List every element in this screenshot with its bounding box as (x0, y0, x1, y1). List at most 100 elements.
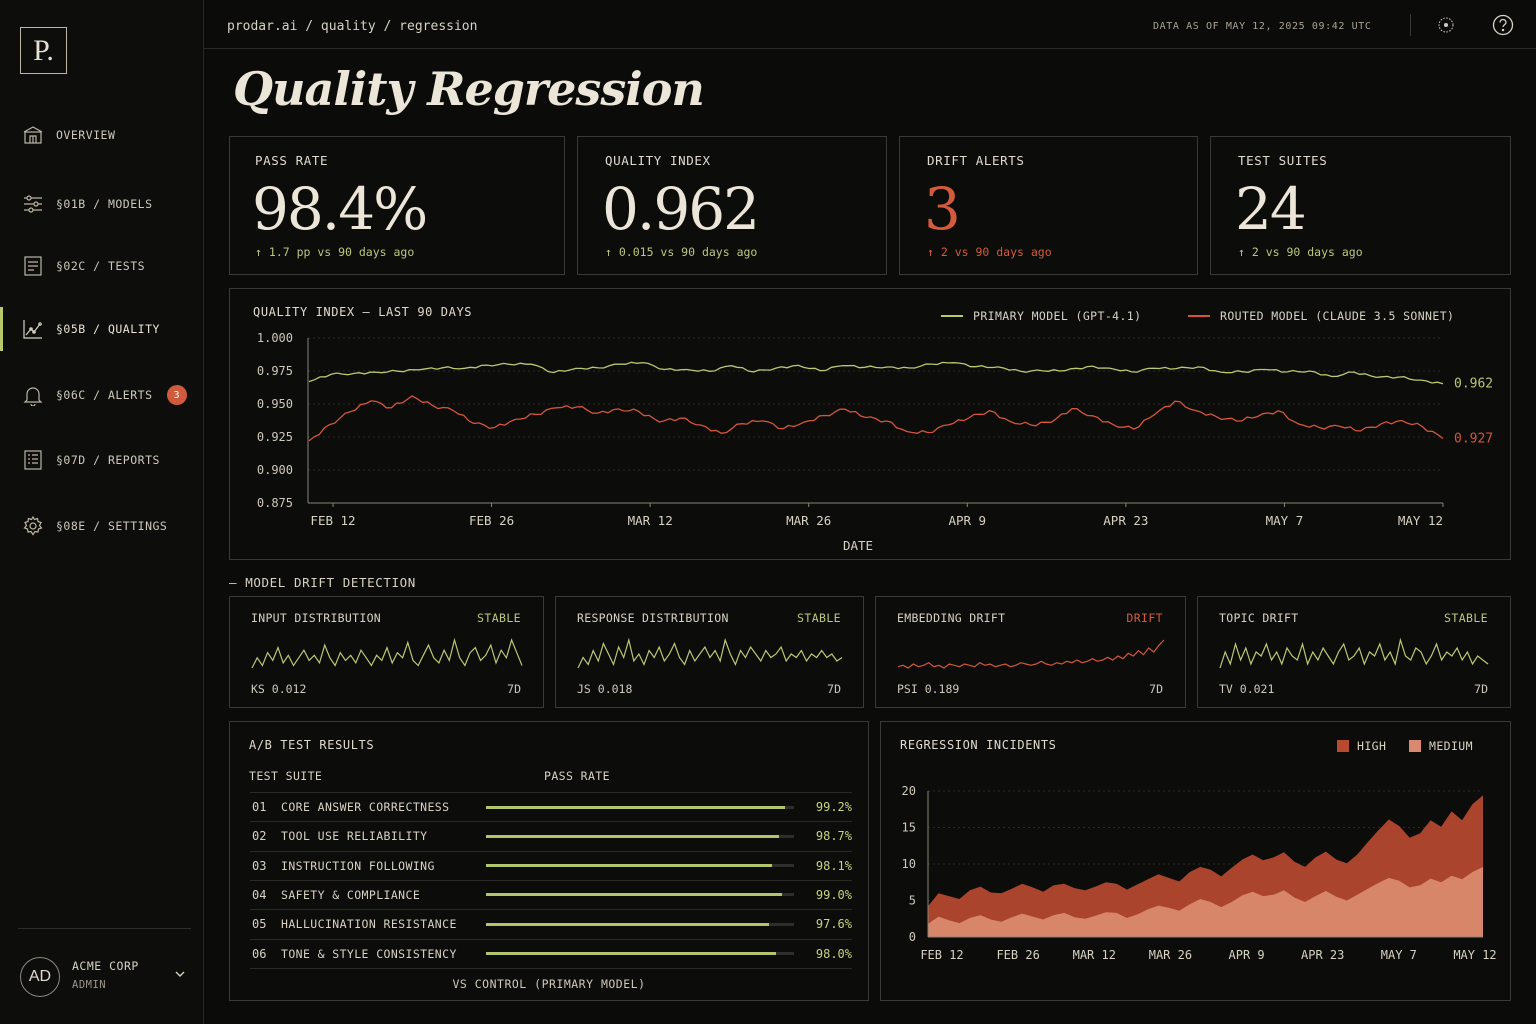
y-tick-label: 0.950 (257, 397, 293, 411)
panel-title: A/B TEST RESULTS (249, 738, 375, 752)
drift-period: 7D (1149, 682, 1163, 696)
drift-card-input[interactable]: INPUT DISTRIBUTION STABLE KS 0.012 7D (229, 596, 544, 708)
help-icon[interactable] (1492, 14, 1514, 39)
primary-model-line (308, 361, 1444, 385)
kpi-delta-text: 1.7 pp vs 90 days ago (268, 245, 415, 259)
table-row[interactable]: 02 TOOL USE RELIABILITY 98.7% (250, 821, 852, 850)
sidebar-item-label: OVERVIEW (56, 128, 116, 142)
sidebar-item-label: §08E / SETTINGS (56, 519, 168, 533)
sidebar-item-label: §05B / QUALITY (56, 322, 160, 336)
pass-rate-value: 98.1% (815, 858, 852, 873)
drift-metric: JS 0.018 (577, 682, 633, 696)
report-icon (22, 449, 44, 471)
kpi-label: PASS RATE (255, 153, 329, 168)
arrow-up-icon: ↑ (255, 245, 262, 259)
sidebar-item-label: §02C / TESTS (56, 259, 146, 273)
ab-footer: VS CONTROL (PRIMARY MODEL) (452, 977, 646, 991)
drift-card-embedding[interactable]: EMBEDDING DRIFT DRIFT PSI 0.189 7D (875, 596, 1186, 708)
x-tick-label: FEB 26 (469, 513, 514, 528)
routed-model-line (308, 395, 1444, 442)
pass-rate-value: 98.0% (815, 946, 852, 961)
sidebar-item-label: §01B / MODELS (56, 197, 153, 211)
kpi-delta: ↑ 0.015 vs 90 days ago (605, 245, 757, 259)
logo[interactable]: P. (20, 27, 67, 74)
x-tick-label: MAR 12 (628, 513, 673, 528)
chart-title: REGRESSION INCIDENTS (900, 738, 1057, 752)
quality-index-chart-panel: QUALITY INDEX – LAST 90 DAYS PRIMARY MOD… (229, 288, 1511, 560)
medium-area (928, 866, 1483, 937)
arrow-up-icon: ↑ (605, 245, 612, 259)
pass-rate-bar (486, 805, 794, 809)
x-tick-label: MAR 12 (1073, 948, 1116, 962)
pass-rate-fill (486, 834, 779, 838)
chevron-down-icon[interactable] (173, 967, 187, 984)
series-end-label: 0.962 (1454, 377, 1493, 392)
drift-card-topic[interactable]: TOPIC DRIFT STABLE TV 0.021 7D (1197, 596, 1511, 708)
drift-section-header[interactable]: – MODEL DRIFT DETECTION (229, 575, 416, 590)
sparkline-path (251, 637, 523, 669)
sparkline-path (577, 637, 843, 669)
suite-name: INSTRUCTION FOLLOWING (281, 858, 435, 873)
pass-rate-value: 99.0% (815, 887, 852, 902)
table-row[interactable]: 05 HALLUCINATION RESISTANCE 97.6% (250, 909, 852, 938)
pass-rate-bar (486, 864, 794, 868)
sparkline-path (897, 639, 1165, 669)
y-tick-label: 10 (902, 857, 916, 871)
sparkline (1219, 637, 1489, 669)
y-tick-label: 0.900 (257, 463, 293, 477)
drift-card-response[interactable]: RESPONSE DISTRIBUTION STABLE JS 0.018 7D (555, 596, 864, 708)
account-name: ACME CORP (72, 959, 139, 973)
status-badge: STABLE (797, 611, 841, 625)
chart-title: QUALITY INDEX – LAST 90 DAYS (253, 305, 473, 319)
x-tick-label: APR 9 (1229, 948, 1265, 962)
row-number: 06 (252, 946, 267, 961)
y-tick-label: 20 (902, 784, 916, 798)
x-tick-label: MAR 26 (786, 513, 831, 528)
table-row[interactable]: 06 TONE & STYLE CONSISTENCY 98.0% (250, 938, 852, 968)
kpi-card-test-suites: TEST SUITES 24 ↑ 2 vs 90 days ago (1210, 136, 1511, 275)
suite-name: SAFETY & COMPLIANCE (281, 887, 421, 902)
avatar: AD (20, 957, 60, 997)
sidebar-item-settings[interactable]: §08E / SETTINGS (0, 504, 203, 548)
kpi-delta-text: 2 vs 90 days ago (940, 245, 1052, 259)
sidebar-item-reports[interactable]: §07D / REPORTS (0, 438, 203, 482)
page-title: Quality Regression (233, 62, 705, 116)
legend-label: HIGH (1357, 739, 1387, 753)
kpi-delta-text: 0.015 vs 90 days ago (618, 245, 758, 259)
x-tick-label: MAY 12 (1398, 513, 1443, 528)
kpi-delta: ↑ 2 vs 90 days ago (1238, 245, 1363, 259)
y-tick-label: 0.875 (257, 496, 293, 510)
x-tick-label: APR 23 (1301, 948, 1344, 962)
legend-item-primary: PRIMARY MODEL (GPT-4.1) (941, 309, 1141, 323)
breadcrumb[interactable]: prodar.ai / quality / regression (227, 19, 478, 34)
sidebar-item-label: §06C / ALERTS (56, 388, 153, 402)
series-end-label: 0.927 (1454, 432, 1493, 447)
sidebar-item-tests[interactable]: §02C / TESTS (0, 244, 203, 288)
table-row[interactable]: 04 SAFETY & COMPLIANCE 99.0% (250, 879, 852, 909)
drift-period: 7D (1474, 682, 1488, 696)
pass-rate-fill (486, 922, 770, 926)
sidebar-item-alerts[interactable]: §06C / ALERTS 3 (0, 373, 203, 417)
gear-icon (22, 515, 44, 537)
legend-swatch (1337, 740, 1349, 752)
x-tick-label: APR 9 (948, 513, 986, 528)
account-role: ADMIN (72, 979, 107, 991)
table-row[interactable]: 03 INSTRUCTION FOLLOWING 98.1% (250, 850, 852, 880)
suite-name: CORE ANSWER CORRECTNESS (281, 800, 450, 814)
drift-period: 7D (827, 682, 841, 696)
theme-toggle-icon[interactable] (1436, 15, 1456, 38)
kpi-card-drift-alerts: DRIFT ALERTS 3 ↑ 2 vs 90 days ago (899, 136, 1198, 275)
account-switcher[interactable]: AD ACME CORP ADMIN (18, 928, 191, 1024)
sidebar-item-overview[interactable]: OVERVIEW (0, 113, 203, 157)
x-tick-label: MAY 12 (1453, 948, 1496, 962)
table-row[interactable]: 01 CORE ANSWER CORRECTNESS 99.2% (250, 792, 852, 821)
legend-item-high: HIGH (1337, 739, 1386, 753)
bell-icon (22, 384, 44, 406)
drift-metric: TV 0.021 (1219, 682, 1275, 696)
y-tick-label: 0.975 (257, 364, 293, 378)
kpi-label: DRIFT ALERTS (927, 153, 1025, 168)
pass-rate-fill (486, 864, 773, 868)
sidebar-item-quality[interactable]: §05B / QUALITY (0, 307, 203, 351)
sidebar-item-models[interactable]: §01B / MODELS (0, 182, 203, 226)
drift-period: 7D (507, 682, 521, 696)
